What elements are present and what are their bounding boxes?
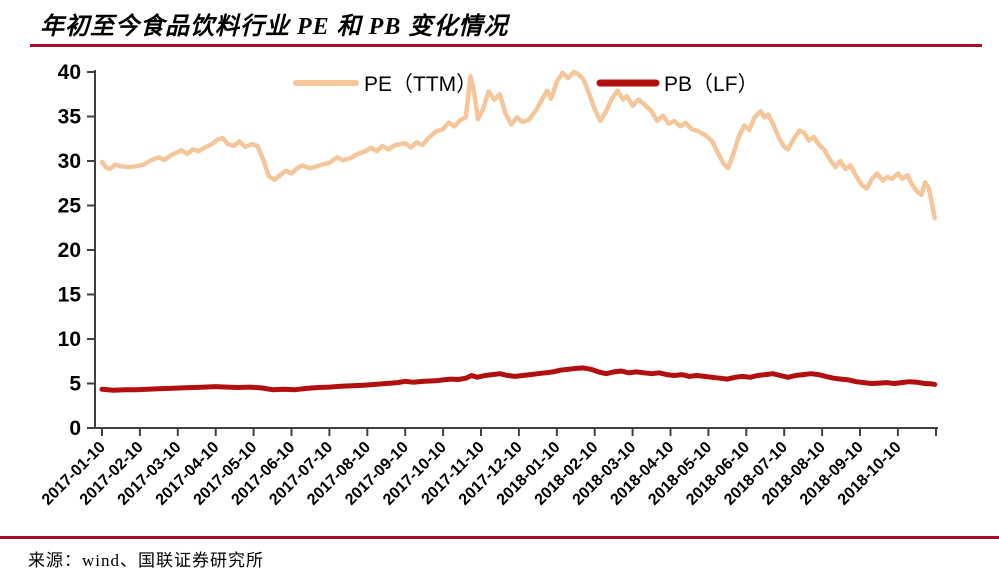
legend-pe-label: PE（TTM）: [364, 73, 477, 96]
y-tick-label: 5: [69, 373, 81, 396]
y-tick-label: 35: [58, 106, 82, 129]
y-tick-label: 0: [69, 417, 81, 440]
pe-pb-line-chart: 05101520253035402017-01-102017-02-102017…: [39, 61, 938, 509]
footer-rule: [0, 536, 999, 539]
pb-series-line: [99, 365, 938, 393]
y-tick-label: 15: [58, 284, 82, 307]
y-tick-label: 25: [58, 195, 82, 218]
y-tick-label: 30: [58, 150, 81, 173]
legend-pb-label: PB（LF）: [664, 73, 759, 96]
pe-series-line: [99, 69, 937, 221]
y-tick-label: 40: [58, 61, 81, 84]
y-tick-label: 10: [58, 328, 81, 351]
figure-title: 年初至今食品饮料行业 PE 和 PB 变化情况: [40, 14, 509, 40]
source-label: 来源：wind、国联证券研究所: [28, 551, 264, 570]
title-underline-rule: [30, 44, 982, 47]
y-tick-label: 20: [58, 239, 81, 262]
